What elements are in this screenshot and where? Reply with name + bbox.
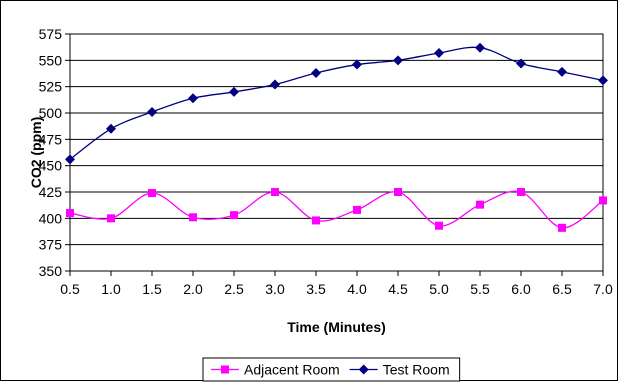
y-tick-label: 450 xyxy=(39,158,63,174)
data-point-adjacent-room xyxy=(394,188,402,196)
data-point-adjacent-room xyxy=(353,205,361,214)
data-point-adjacent-room xyxy=(517,188,525,196)
legend-marker-adjacent-room xyxy=(221,365,229,374)
data-point-test-room xyxy=(557,66,567,77)
x-tick-label: 1.0 xyxy=(101,281,121,297)
y-axis-ticks: 350 375 400 425 450 475 500 525 550 575 xyxy=(39,26,70,279)
data-point-test-room xyxy=(106,123,116,134)
data-point-test-room xyxy=(516,58,526,69)
data-point-test-room xyxy=(147,106,157,117)
legend-item-adjacent-room: Adjacent Room xyxy=(211,362,340,378)
legend-label-adjacent-room: Adjacent Room xyxy=(244,362,340,378)
y-tick-label: 500 xyxy=(39,105,63,121)
data-point-adjacent-room xyxy=(312,216,320,225)
y-tick-label: 350 xyxy=(39,263,63,279)
x-tick-label: 3.5 xyxy=(306,281,326,297)
x-tick-label: 4.5 xyxy=(388,281,408,297)
data-point-adjacent-room xyxy=(435,221,443,230)
data-point-adjacent-room xyxy=(599,196,607,205)
y-tick-label: 425 xyxy=(39,184,63,200)
data-point-adjacent-room xyxy=(476,200,484,209)
legend-marker-test-room xyxy=(358,364,369,375)
x-tick-label: 2.5 xyxy=(224,281,244,297)
x-tick-label: 4.0 xyxy=(347,281,367,297)
data-point-test-room xyxy=(188,93,198,104)
x-tick-label: 7.0 xyxy=(593,281,613,297)
y-tick-label: 525 xyxy=(39,79,63,95)
x-axis-ticks: 0.5 1.0 1.5 2.0 2.5 3.0 3.5 4.0 4.5 5.0 5.5 6.0 6.5 7… xyxy=(60,271,613,297)
x-tick-label: 6.5 xyxy=(552,281,572,297)
data-point-test-room xyxy=(311,67,321,78)
legend-label-test-room: Test Room xyxy=(383,362,450,378)
data-point-test-room xyxy=(393,55,403,66)
data-point-test-room xyxy=(598,75,608,86)
x-tick-label: 6.0 xyxy=(511,281,531,297)
data-point-adjacent-room xyxy=(558,223,566,232)
series-adjacent-room xyxy=(66,188,607,232)
data-point-adjacent-room xyxy=(189,213,197,222)
y-tick-label: 375 xyxy=(39,237,63,253)
series-test-room xyxy=(65,42,608,165)
x-axis-title: Time (Minutes) xyxy=(287,319,386,335)
data-point-test-room xyxy=(229,86,239,97)
y-tick-label: 400 xyxy=(39,210,63,226)
plot-area-border xyxy=(69,33,604,272)
x-tick-label: 5.0 xyxy=(429,281,449,297)
legend-item-test-room: Test Room xyxy=(349,362,450,378)
x-tick-label: 5.5 xyxy=(470,281,490,297)
legend-items: Adjacent Room Test Room xyxy=(211,362,450,378)
x-tick-label: 3.0 xyxy=(265,281,285,297)
data-point-test-room xyxy=(352,59,362,70)
data-point-test-room xyxy=(475,42,485,53)
y-tick-label: 575 xyxy=(39,26,63,42)
data-point-adjacent-room xyxy=(148,189,156,198)
series-layer xyxy=(65,42,608,232)
y-tick-label: 475 xyxy=(39,131,63,147)
data-point-adjacent-room xyxy=(107,214,115,223)
y-tick-label: 550 xyxy=(39,52,63,68)
legend: Adjacent Room Test Room xyxy=(202,357,461,382)
data-point-adjacent-room xyxy=(230,211,238,220)
data-point-adjacent-room xyxy=(66,209,74,218)
x-tick-label: 0.5 xyxy=(60,281,80,297)
data-point-test-room xyxy=(65,154,75,165)
data-point-test-room xyxy=(270,79,280,90)
data-point-test-room xyxy=(434,47,444,58)
y-axis-title: CO2 (ppm) xyxy=(28,117,44,189)
data-point-adjacent-room xyxy=(271,188,279,196)
x-tick-label: 1.5 xyxy=(142,281,162,297)
x-tick-label: 2.0 xyxy=(183,281,203,297)
